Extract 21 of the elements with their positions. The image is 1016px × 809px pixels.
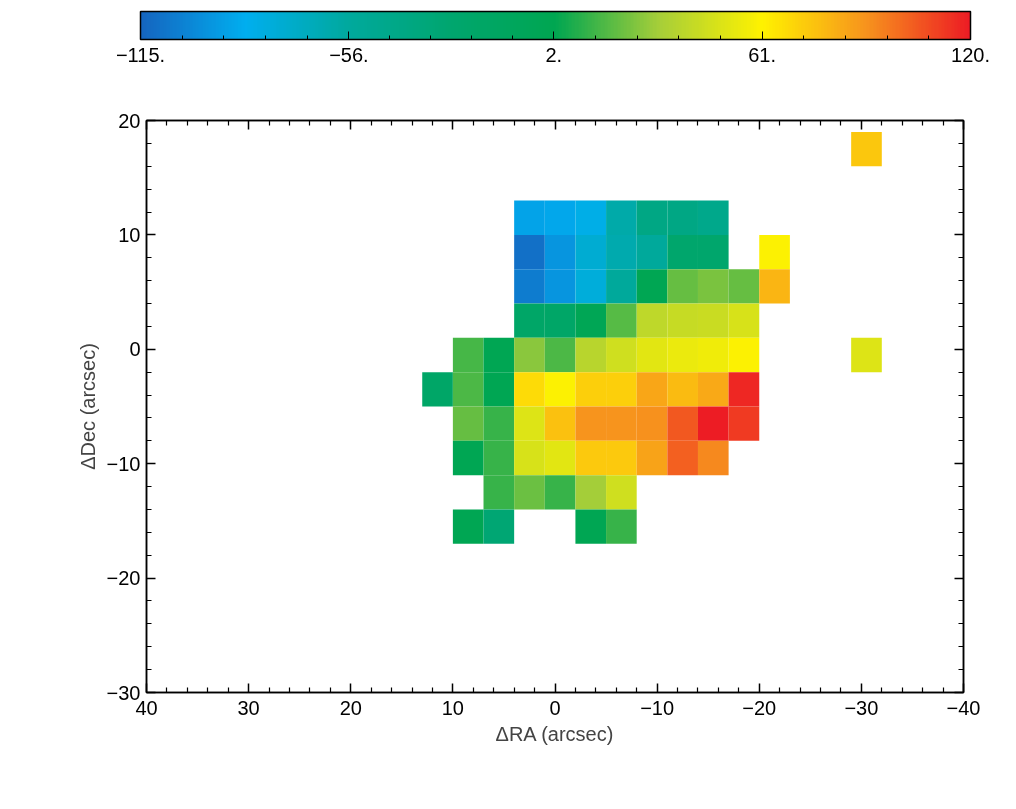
y-tick-label: 10: [118, 223, 141, 246]
y-tick-label: −20: [106, 567, 141, 590]
color-bar-label: 2.: [545, 43, 563, 66]
x-tick-label: 20: [339, 696, 362, 719]
x-tick-label: −30: [844, 696, 879, 719]
y-axis-title: ΔDec (arcsec): [76, 343, 99, 470]
y-tick-label: 0: [129, 338, 141, 361]
y-tick-label: −30: [106, 681, 141, 704]
color-bar-label: −115.: [115, 43, 166, 66]
color-bar-label: 120.: [951, 43, 990, 66]
x-tick-label: −20: [742, 696, 777, 719]
x-tick-label: −40: [946, 696, 981, 719]
x-tick-label: 30: [237, 696, 260, 719]
color-bar-label: 61.: [748, 43, 777, 66]
y-tick-label: 20: [118, 109, 141, 132]
x-tick-label: −10: [640, 696, 675, 719]
y-tick-label: −10: [106, 452, 141, 475]
x-tick-label: 10: [441, 696, 464, 719]
color-bar-label: −56.: [329, 43, 369, 66]
x-axis-title: ΔRA (arcsec): [495, 722, 614, 745]
x-tick-label: 0: [549, 696, 561, 719]
